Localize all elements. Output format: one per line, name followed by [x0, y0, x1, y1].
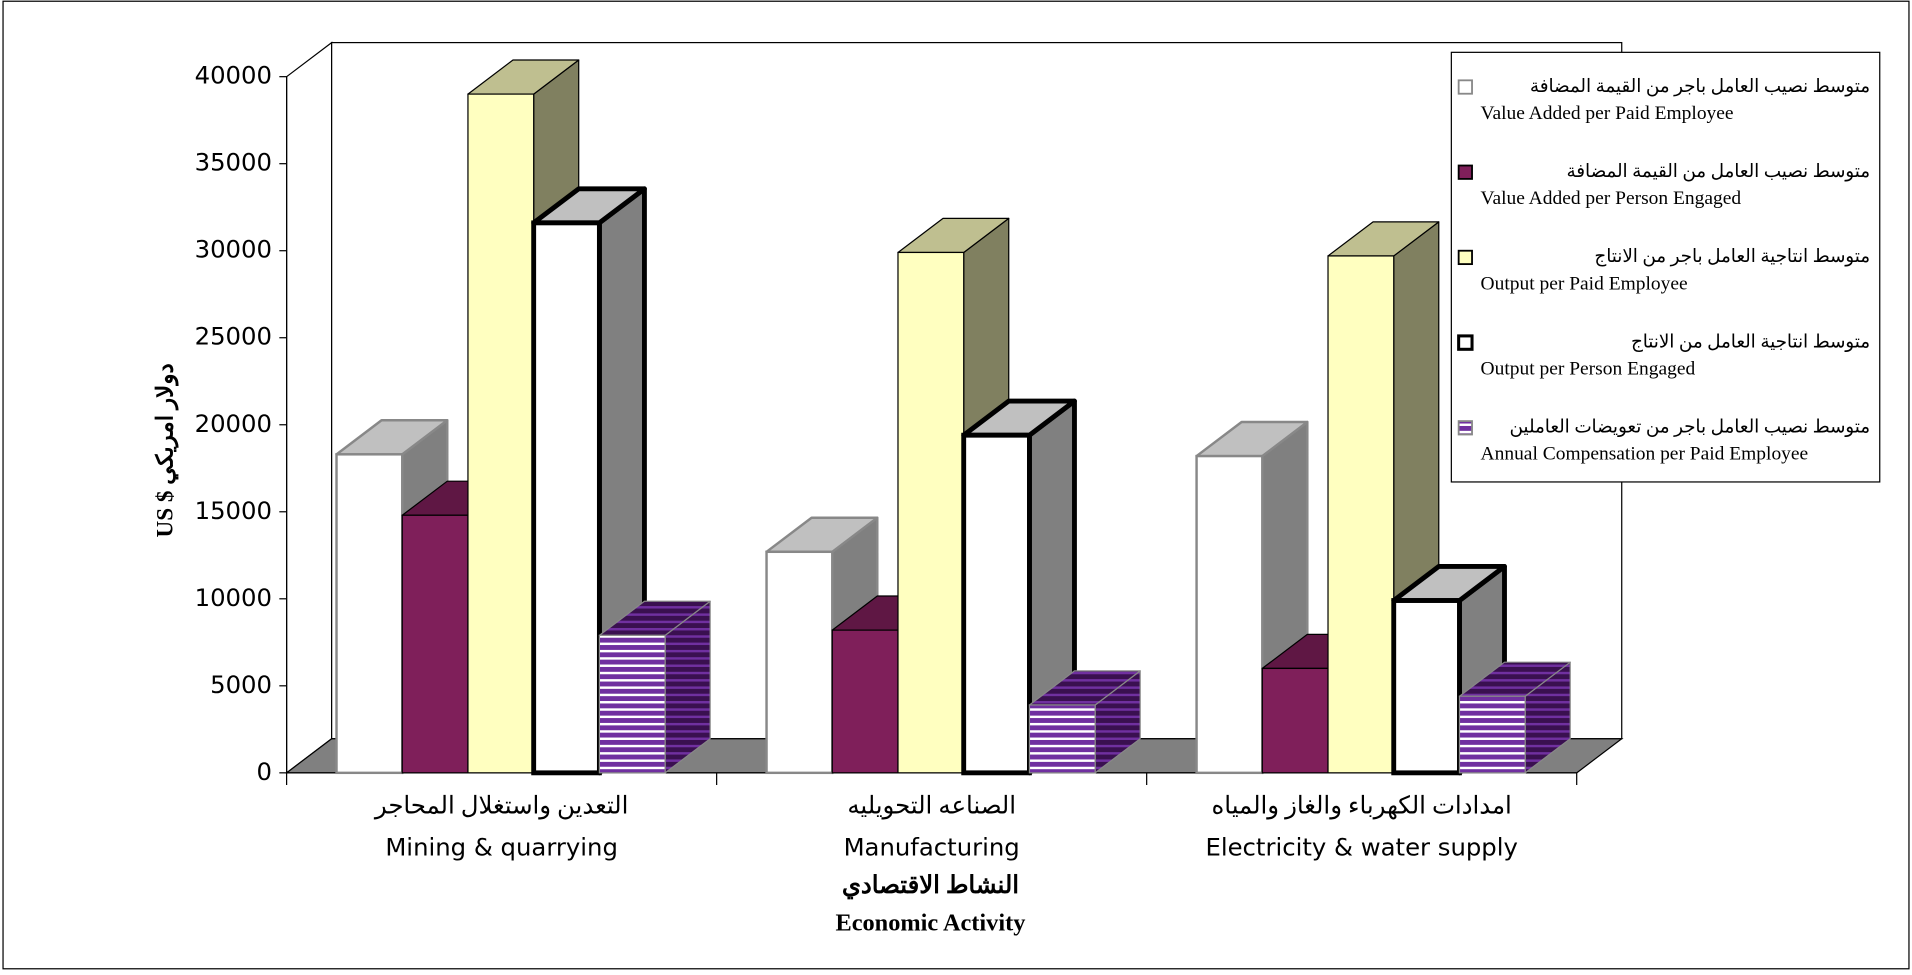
y-tick-label: 40000 — [195, 61, 272, 90]
bar — [961, 432, 1032, 776]
y-tick-label: 5000 — [210, 670, 272, 699]
bar — [1327, 255, 1395, 774]
bar — [1195, 454, 1264, 775]
bar — [467, 93, 535, 774]
legend-label-ar: متوسط نصيب العامل باجر من تعويضات العامل… — [1510, 417, 1870, 438]
legend-box — [1450, 51, 1881, 483]
bar — [1028, 704, 1096, 774]
bar — [598, 634, 666, 774]
legend-label: Output per Paid Employee — [1481, 273, 1688, 294]
y-axis-label: US $ دولار امريكي — [153, 363, 180, 537]
legend-label: Annual Compensation per Paid Employee — [1481, 444, 1809, 465]
y-tick-label: 0 — [257, 757, 272, 786]
bar — [1261, 667, 1329, 774]
x-tick-label-ar: التعدين واستغلال المحاجر — [374, 793, 628, 820]
legend-label: Output per Person Engaged — [1481, 358, 1696, 379]
side-wall — [286, 41, 333, 775]
legend-label-ar: متوسط انتاجية العامل من الانتاج — [1631, 331, 1870, 352]
bar — [765, 550, 834, 775]
x-tick-label-ar: امدادات الكهرباء والغاز والمياه — [1212, 793, 1512, 820]
x-tick-label: Mining & quarrying — [385, 832, 618, 861]
y-tick-label: 25000 — [195, 322, 272, 351]
y-tick-label: 20000 — [195, 409, 272, 438]
legend-label-ar: متوسط نصيب العامل من القيمة المضافة — [1566, 161, 1870, 182]
legend-swatch — [1457, 334, 1474, 351]
bar — [401, 514, 469, 774]
bar — [531, 220, 602, 776]
legend-label-ar: متوسط نصيب العامل باجر من القيمة المضافة — [1530, 76, 1870, 97]
bar — [831, 629, 899, 774]
legend-label-ar: متوسط انتاجية العامل باجر من الانتاج — [1594, 246, 1870, 267]
y-tick-label: 10000 — [195, 583, 272, 612]
legend-label: Value Added per Paid Employee — [1481, 103, 1734, 124]
x-tick-label: Electricity & water supply — [1205, 832, 1517, 861]
x-axis-label: Economic Activity — [836, 910, 1026, 937]
y-tick-label: 30000 — [195, 235, 272, 264]
legend-label: Value Added per Person Engaged — [1481, 188, 1742, 209]
legend-swatch — [1457, 420, 1473, 436]
y-tick-label: 15000 — [195, 496, 272, 525]
y-tick-label: 35000 — [195, 148, 272, 177]
bar — [1391, 598, 1462, 776]
legend-swatch — [1457, 79, 1473, 95]
bar — [1458, 695, 1526, 774]
x-tick-label: Manufacturing — [844, 832, 1020, 861]
x-tick-label-ar: الصناعه التحويليه — [847, 793, 1016, 820]
x-axis-label-ar: النشاط الاقتصادي — [842, 872, 1019, 900]
bar — [335, 453, 404, 775]
legend-swatch — [1457, 249, 1473, 266]
bar — [897, 251, 965, 774]
legend-swatch — [1457, 164, 1473, 180]
